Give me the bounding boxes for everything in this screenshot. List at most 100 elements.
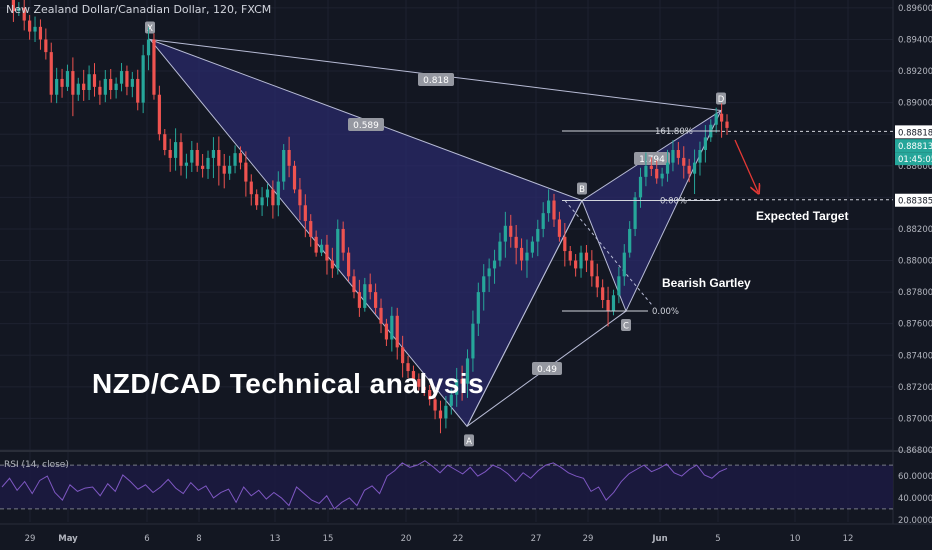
- candle-body: [622, 252, 626, 277]
- candle-body: [682, 157, 686, 166]
- candle-body: [530, 241, 534, 253]
- candle-body: [422, 386, 426, 390]
- current-price-tag: 0.88813: [898, 142, 932, 152]
- ratio-badge: [532, 362, 562, 375]
- time-tick-label: 5: [715, 534, 720, 544]
- candle-body: [271, 189, 275, 206]
- price-tick-label: 0.89400: [898, 35, 932, 45]
- candle-body: [417, 378, 421, 387]
- ratio-badge: [418, 73, 454, 86]
- candle-body: [146, 39, 151, 56]
- candle-body: [390, 315, 394, 340]
- symbol-title: New Zealand Dollar/Canadian Dollar, 120,…: [6, 3, 272, 16]
- candle-body: [606, 300, 610, 312]
- candle-body: [87, 74, 91, 90]
- point-badge: [464, 434, 474, 447]
- rsi-band: [0, 465, 893, 509]
- candle-body: [190, 150, 194, 163]
- candle-body: [374, 292, 378, 308]
- candle-body: [611, 295, 616, 312]
- candle-body: [698, 150, 702, 163]
- candle-body: [676, 150, 680, 158]
- candle-body: [109, 78, 113, 90]
- candle-body: [595, 276, 599, 288]
- candle-body: [179, 142, 183, 166]
- candle-body: [628, 228, 632, 253]
- candle-body: [449, 394, 453, 406]
- candle-body: [379, 307, 383, 324]
- price-axis: 0.896000.894000.892000.890000.888000.886…: [25, 4, 932, 544]
- candle-body: [460, 378, 464, 384]
- candle-body: [601, 287, 605, 300]
- time-tick-label: 13: [270, 534, 281, 544]
- candle-body: [660, 173, 664, 179]
- candle-body: [633, 197, 637, 229]
- lower-line-tag: 0.88385: [898, 197, 932, 207]
- time-tick-label: 10: [790, 534, 801, 544]
- candle-body: [173, 142, 178, 158]
- candle-body: [471, 323, 475, 359]
- candle-body: [65, 71, 70, 87]
- candle-body: [455, 378, 459, 395]
- candle-body: [568, 251, 572, 261]
- candle-body: [98, 86, 102, 95]
- candle-body: [492, 260, 497, 269]
- candle-body: [260, 197, 264, 206]
- fib-levels: 161.80% 0.00% 0.00%: [562, 127, 893, 317]
- point-label: A: [466, 437, 472, 447]
- candlestick-series: [11, 0, 729, 434]
- candle-body: [498, 241, 502, 261]
- rsi-tick-label: 40.0000: [898, 494, 932, 504]
- candle-body: [411, 371, 416, 379]
- price-tick-label: 0.87800: [898, 288, 932, 298]
- candle-body: [22, 7, 26, 21]
- candle-body: [541, 213, 545, 229]
- candle-body: [55, 78, 59, 95]
- candle-body: [519, 247, 524, 261]
- candle-body: [487, 268, 491, 277]
- candle-body: [38, 26, 43, 40]
- bc-dashed: [564, 200, 653, 306]
- candle-body: [503, 225, 507, 242]
- point-badge: [577, 182, 587, 195]
- upper-line-tag: 0.88818: [898, 128, 932, 138]
- ratio-badge: [634, 152, 670, 165]
- candle-body: [195, 150, 199, 166]
- time-tick-label: 22: [453, 534, 464, 544]
- candle-body: [509, 225, 513, 237]
- countdown-tag: 01:45:05: [898, 155, 932, 165]
- candle-body: [152, 39, 156, 95]
- candle-body: [92, 74, 97, 87]
- candle-body: [255, 194, 259, 206]
- point-label: X: [147, 24, 153, 34]
- candle-body: [249, 181, 253, 195]
- price-tick-label: 0.87000: [898, 414, 932, 424]
- candle-body: [655, 168, 659, 179]
- candle-body: [298, 189, 302, 206]
- target-arrow-line: [734, 139, 758, 192]
- candle-body: [341, 228, 345, 253]
- candle-body: [201, 165, 205, 169]
- candle-body: [119, 71, 124, 84]
- candle-body: [141, 55, 145, 103]
- candle-body: [276, 181, 280, 206]
- candle-body: [547, 200, 551, 214]
- candle-body: [82, 83, 86, 90]
- time-tick-label: 12: [843, 534, 854, 544]
- candle-body: [136, 78, 140, 103]
- candle-body: [125, 71, 129, 87]
- candle-body: [574, 260, 578, 269]
- candle-body: [671, 150, 675, 163]
- price-tick-label: 0.89000: [898, 99, 932, 109]
- point-label: B: [579, 185, 585, 195]
- candle-body: [465, 358, 470, 384]
- candle-body: [71, 71, 75, 95]
- candle-body: [130, 78, 134, 87]
- ab-leg: [466, 200, 583, 427]
- candle-body: [309, 221, 313, 237]
- candle-body: [228, 165, 232, 174]
- candle-body: [384, 323, 389, 340]
- point-label: D: [718, 95, 725, 105]
- candle-body: [265, 189, 270, 198]
